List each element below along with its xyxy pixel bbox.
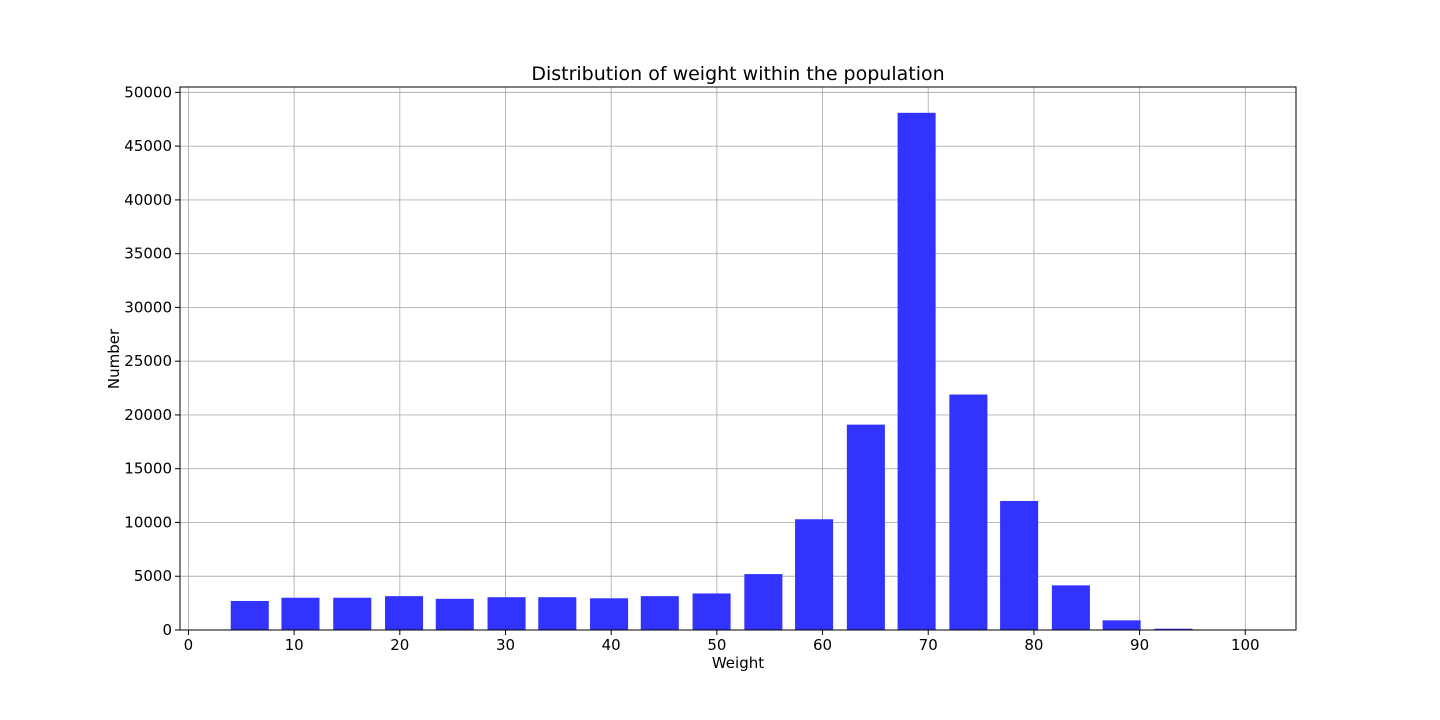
y-tick-label: 0 — [162, 621, 172, 639]
bar — [795, 519, 834, 630]
x-tick-label: 40 — [602, 636, 621, 654]
plot-frame — [179, 86, 1297, 631]
x-tick-label: 60 — [813, 636, 832, 654]
bars — [230, 112, 1245, 631]
x-tick-label: 100 — [1231, 636, 1260, 654]
x-tick-label: 10 — [285, 636, 304, 654]
y-tick-label: 10000 — [124, 513, 172, 531]
x-tick-label: 70 — [919, 636, 938, 654]
x-tick-label: 0 — [184, 636, 194, 654]
x-tick-label: 90 — [1130, 636, 1149, 654]
y-tick-label: 20000 — [124, 406, 172, 424]
bar — [1000, 500, 1039, 630]
bar — [1051, 585, 1090, 630]
y-tick-label: 5000 — [134, 567, 172, 585]
bar — [487, 597, 526, 630]
y-axis-label: Number — [105, 328, 123, 389]
y-axis-ticks: 0 5000 10000 15000 20000 25000 30000 35000 40000… — [124, 83, 180, 639]
bar — [692, 593, 731, 630]
x-axis-ticks: 0 10 20 30 40 50 60 70 80 90 100 — [184, 630, 1260, 654]
bar — [435, 598, 474, 630]
bar — [897, 112, 936, 631]
y-tick-label: 35000 — [124, 245, 172, 263]
bar — [281, 597, 320, 630]
bar — [333, 597, 372, 630]
bar — [538, 597, 577, 630]
y-tick-label: 50000 — [124, 83, 172, 101]
y-tick-label: 30000 — [124, 298, 172, 316]
x-tick-label: 80 — [1024, 636, 1043, 654]
bar — [230, 600, 269, 630]
bar — [640, 596, 679, 630]
y-tick-label: 40000 — [124, 191, 172, 209]
y-tick-label: 45000 — [124, 137, 172, 155]
y-tick-label: 25000 — [124, 352, 172, 370]
bar — [1102, 620, 1141, 630]
bar — [744, 574, 783, 630]
x-axis-label: Weight — [712, 654, 764, 672]
bar — [949, 394, 988, 630]
bar — [1154, 628, 1193, 630]
bar — [590, 598, 629, 630]
grid-lines — [180, 87, 1296, 631]
bar — [385, 596, 424, 630]
y-tick-label: 15000 — [124, 460, 172, 478]
x-tick-label: 20 — [390, 636, 409, 654]
x-tick-label: 50 — [707, 636, 726, 654]
chart-title: Distribution of weight within the popula… — [531, 63, 944, 85]
x-tick-label: 30 — [496, 636, 515, 654]
bar — [846, 424, 885, 630]
